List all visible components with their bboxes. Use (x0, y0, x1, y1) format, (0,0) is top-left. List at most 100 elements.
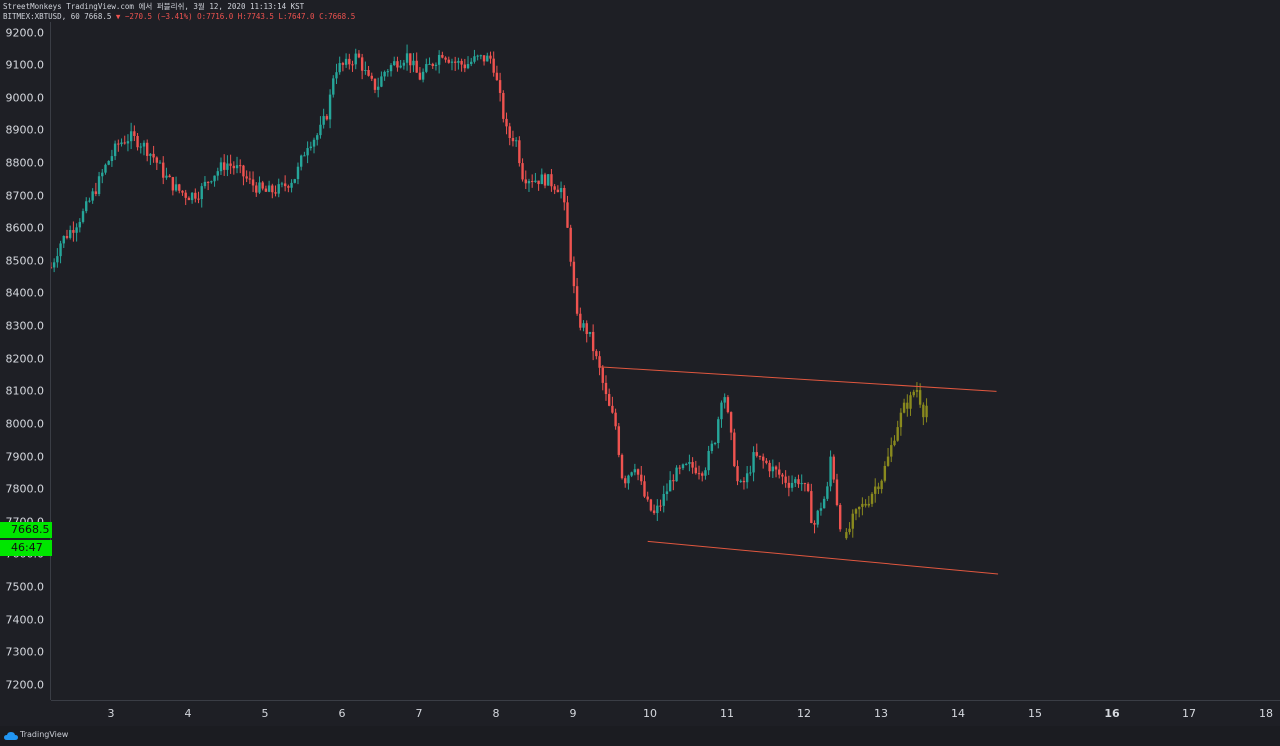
tradingview-cloud-icon[interactable] (4, 731, 18, 741)
candle (441, 54, 444, 58)
candle (697, 473, 701, 475)
candle (393, 61, 396, 66)
candle (450, 61, 454, 63)
date-tick: 8 (492, 707, 500, 720)
price-change: ▼ −270.5 (−3.41%) (115, 12, 193, 21)
projection-bar (922, 404, 925, 418)
candle (255, 185, 258, 193)
trendline[interactable] (599, 366, 997, 392)
candle (52, 262, 56, 268)
candle (145, 142, 149, 156)
candle (389, 65, 393, 72)
candle (816, 510, 819, 525)
candle (611, 405, 614, 413)
price-tick: 7500.0 (5, 580, 45, 594)
candle (216, 171, 219, 176)
projection-bar (893, 440, 896, 446)
candle (197, 198, 200, 200)
candle (495, 72, 499, 81)
candle (267, 185, 271, 192)
price-axis[interactable]: 7200.07300.07400.07500.07600.07700.07800… (0, 22, 51, 700)
candle (511, 138, 515, 142)
candle (222, 162, 226, 170)
projection-bar (906, 402, 909, 409)
candle (749, 472, 752, 474)
candle (736, 466, 739, 482)
trendline[interactable] (647, 540, 999, 575)
projection-bar (896, 427, 899, 441)
candle (649, 499, 653, 511)
candle (248, 178, 252, 180)
date-tick: 4 (184, 707, 192, 720)
candle (386, 71, 390, 73)
current-price-label: 7668.5 (0, 522, 52, 538)
candle (367, 69, 370, 76)
price-tick: 7200.0 (5, 678, 45, 692)
candle (399, 65, 402, 68)
candle (646, 496, 649, 500)
candle (380, 76, 383, 87)
candle (72, 230, 75, 233)
candle (627, 475, 630, 484)
candle (688, 462, 691, 464)
candle (534, 180, 537, 183)
candle (364, 69, 367, 71)
candle (835, 479, 839, 506)
candle (707, 450, 710, 471)
projection-bar (845, 532, 848, 539)
candle (774, 466, 778, 470)
date-tick: 13 (874, 707, 888, 720)
candle (505, 118, 508, 127)
candle (457, 60, 460, 63)
candle (293, 179, 296, 183)
projection-bar (909, 395, 912, 409)
price-tick: 8800.0 (5, 156, 45, 170)
candle (681, 464, 685, 469)
projection-bar (867, 503, 871, 506)
date-tick: 10 (643, 707, 657, 720)
candle (502, 92, 505, 119)
candle (425, 64, 428, 72)
candle (123, 142, 126, 144)
candle (376, 86, 380, 90)
candle (194, 192, 197, 199)
projection-bar (880, 480, 883, 490)
candle (761, 456, 765, 461)
candle (200, 186, 203, 200)
footer-bar: TradingView (0, 726, 1280, 746)
candle (518, 140, 521, 164)
candle (524, 179, 527, 184)
tradingview-brand[interactable]: TradingView (20, 730, 69, 739)
candle (171, 177, 175, 191)
candle (277, 184, 280, 194)
candle (752, 452, 755, 473)
date-tick: 6 (338, 707, 346, 720)
candle (232, 165, 236, 169)
candle (354, 53, 357, 65)
symbol-info: BITMEX:XBTUSD, 60 7668.5 ▼ −270.5 (−3.41… (3, 12, 1003, 22)
candle (332, 78, 335, 95)
projection-bar (874, 486, 877, 494)
candle (168, 175, 171, 178)
time-axis[interactable]: 3 4 5 6 7 8 9 10 11 12 13 14 15 16 17 18 (51, 700, 1280, 727)
projection-bar (899, 412, 903, 428)
date-tick: 9 (569, 707, 577, 720)
candle (514, 140, 518, 142)
candle (190, 192, 194, 201)
candle (174, 184, 178, 191)
candle (527, 181, 531, 184)
candle (575, 286, 579, 314)
candle (758, 455, 762, 457)
candle (129, 131, 133, 142)
price-tick: 8000.0 (5, 417, 45, 431)
price-tick: 8700.0 (5, 189, 45, 203)
candle (309, 146, 313, 149)
projection-bar (912, 391, 915, 396)
candle (668, 480, 672, 492)
candle (550, 174, 553, 187)
candle (662, 494, 665, 506)
candle (421, 71, 425, 80)
price-chart[interactable] (51, 22, 1280, 700)
candle (559, 187, 563, 193)
candle (479, 55, 483, 57)
